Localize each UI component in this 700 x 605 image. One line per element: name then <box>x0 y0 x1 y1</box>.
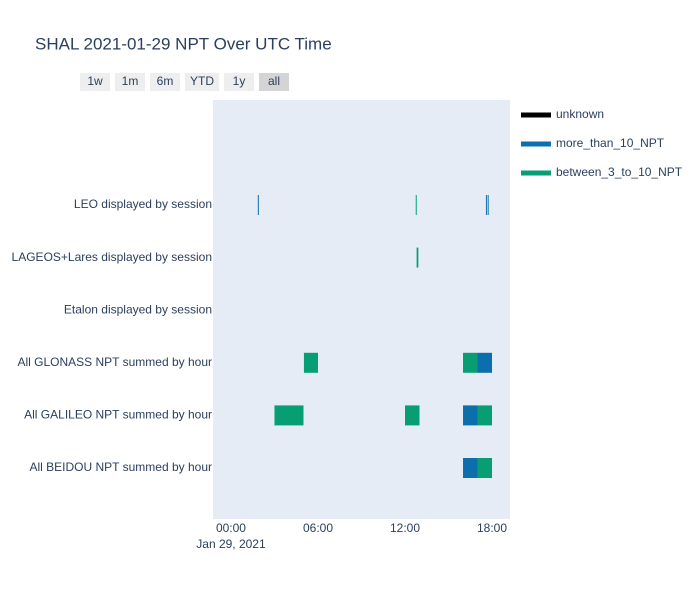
y-tick-label: LAGEOS+Lares displayed by session <box>12 250 212 264</box>
bar <box>463 458 478 478</box>
legend-label: unknown <box>556 107 604 121</box>
bar <box>485 195 487 215</box>
range-button-label[interactable]: 1w <box>87 74 103 88</box>
range-button-label[interactable]: 1m <box>122 74 139 88</box>
legend-label: between_3_to_10_NPT <box>556 165 683 179</box>
x-tick-label: 18:00 <box>477 521 507 535</box>
y-tick-label: Etalon displayed by session <box>64 302 212 316</box>
bar <box>477 405 493 426</box>
range-button[interactable] <box>185 73 219 91</box>
range-button-label[interactable]: 6m <box>157 74 174 88</box>
bar <box>405 405 420 426</box>
x-date-label: Jan 29, 2021 <box>196 537 266 551</box>
y-tick-label: LEO displayed by session <box>74 197 212 211</box>
range-button[interactable] <box>80 73 110 91</box>
y-tick-label: All BEIDOU NPT summed by hour <box>29 460 212 474</box>
bar <box>274 405 304 426</box>
bar <box>477 458 493 478</box>
y-tick-label: All GALILEO NPT summed by hour <box>24 408 212 422</box>
range-button-label[interactable]: YTD <box>190 74 214 88</box>
legend-label: more_than_10_NPT <box>556 136 665 150</box>
bar <box>257 195 259 215</box>
plot-area <box>213 100 510 519</box>
bar <box>415 195 417 215</box>
chart-title: SHAL 2021-01-29 NPT Over UTC Time <box>35 34 332 53</box>
x-tick-label: 00:00 <box>216 521 246 535</box>
bar <box>477 352 493 373</box>
range-button[interactable] <box>115 73 145 91</box>
y-tick-label: All GLONASS NPT summed by hour <box>17 355 212 369</box>
range-button[interactable] <box>224 73 254 91</box>
range-button-label[interactable]: all <box>268 74 280 88</box>
x-tick-label: 12:00 <box>390 521 420 535</box>
bar <box>463 352 478 373</box>
range-button[interactable] <box>259 73 289 91</box>
bar <box>303 352 318 373</box>
range-button-label[interactable]: 1y <box>233 74 246 88</box>
x-tick-label: 06:00 <box>303 521 333 535</box>
range-button[interactable] <box>150 73 180 91</box>
bar <box>416 247 419 268</box>
bar <box>463 405 478 426</box>
bar <box>487 195 489 215</box>
